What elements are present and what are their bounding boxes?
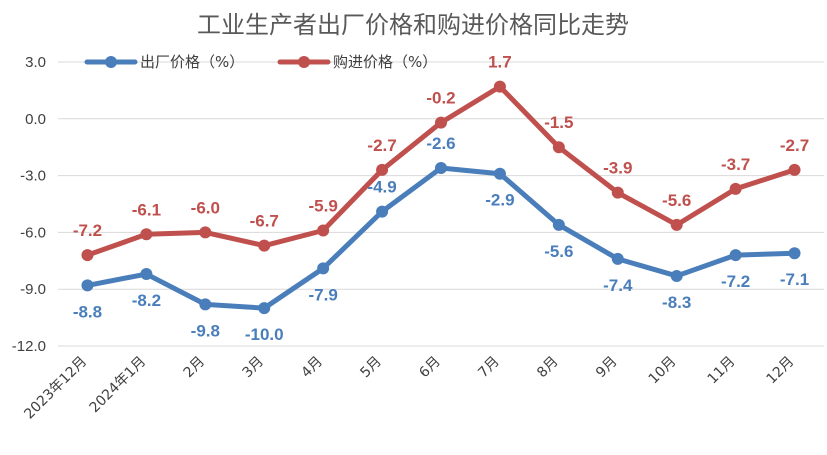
- data-point: [729, 249, 742, 262]
- data-point: [258, 302, 271, 315]
- data-label: -7.2: [721, 272, 750, 291]
- data-label: -5.6: [662, 191, 691, 210]
- legend-marker: [298, 56, 310, 68]
- y-axis-ticks: 3.0 0.0 -3.0 -6.0 -9.0 -12.0: [12, 54, 46, 355]
- data-label: -1.5: [544, 113, 573, 132]
- data-label: -2.7: [780, 136, 809, 155]
- data-label: -7.1: [780, 270, 809, 289]
- y-tick-label: 0.0: [25, 111, 46, 128]
- y-tick-label: -3.0: [20, 168, 46, 185]
- data-point: [140, 228, 153, 241]
- data-point: [81, 249, 94, 262]
- data-label: -3.7: [721, 155, 750, 174]
- x-tick-label: 2023年12月: [21, 354, 90, 423]
- data-point: [493, 167, 506, 180]
- x-tick-label: 2024年1月: [87, 354, 150, 417]
- data-label: -10.0: [245, 325, 284, 344]
- x-tick-label: 6月: [416, 354, 444, 382]
- data-label: -2.7: [367, 136, 396, 155]
- data-point: [258, 239, 271, 252]
- data-label: -5.6: [544, 242, 573, 261]
- data-point: [317, 262, 330, 275]
- data-point: [435, 162, 447, 175]
- data-label: -8.8: [73, 302, 102, 321]
- data-point: [788, 247, 801, 260]
- data-point: [493, 80, 506, 93]
- x-tick-label: 2月: [181, 354, 209, 382]
- data-label: -6.7: [250, 212, 279, 231]
- data-label: -8.3: [662, 293, 691, 312]
- x-tick-label: 4月: [298, 354, 326, 382]
- data-point: [376, 163, 389, 176]
- data-point: [729, 182, 742, 195]
- y-tick-label: -12.0: [12, 338, 46, 355]
- data-label: -8.2: [132, 291, 161, 310]
- x-tick-label: 10月: [646, 354, 680, 388]
- series-lines: [81, 80, 801, 315]
- x-tick-label: 5月: [357, 354, 385, 382]
- y-tick-label: -9.0: [20, 281, 46, 298]
- x-tick-label: 3月: [240, 354, 268, 382]
- legend-label: 出厂价格（%）: [140, 53, 244, 71]
- y-tick-label: 3.0: [25, 54, 46, 71]
- x-tick-label: 7月: [475, 354, 503, 382]
- series-line: [84, 165, 798, 311]
- x-tick-label: 9月: [593, 354, 621, 382]
- data-labels: -8.8 -8.2 -9.8 -10.0 -7.9 -4.9 -2.6 -2.9 -5.6 -7.…: [73, 53, 809, 345]
- data-point: [199, 298, 212, 311]
- data-label: -7.9: [309, 285, 338, 304]
- x-tick-label: 12月: [764, 354, 798, 388]
- chart-title: 工业生产者出厂价格和购进价格同比走势: [197, 11, 629, 39]
- data-point: [317, 224, 330, 237]
- data-point: [552, 141, 565, 154]
- data-label: -6.0: [191, 198, 220, 217]
- data-point: [81, 279, 94, 292]
- legend-label: 购进价格（%）: [333, 53, 437, 71]
- x-tick-label: 8月: [534, 354, 562, 382]
- data-label: -7.2: [73, 221, 102, 240]
- data-label: -7.4: [603, 276, 633, 295]
- data-label: -3.9: [603, 159, 632, 178]
- data-point: [788, 163, 801, 176]
- data-label: -4.9: [367, 178, 396, 197]
- data-point: [611, 186, 624, 199]
- data-label: -9.8: [191, 321, 220, 340]
- legend-marker: [105, 56, 117, 68]
- x-tick-label: 11月: [705, 354, 739, 388]
- data-label: -2.9: [485, 191, 514, 210]
- data-point: [199, 226, 212, 239]
- data-point: [552, 218, 565, 231]
- data-point: [140, 268, 153, 281]
- data-label: -6.1: [132, 200, 161, 219]
- data-label: 1.7: [488, 53, 512, 72]
- data-point: [670, 218, 683, 231]
- data-point: [435, 116, 447, 129]
- y-tick-label: -6.0: [20, 224, 46, 241]
- data-label: -5.9: [309, 197, 338, 216]
- data-point: [670, 269, 683, 282]
- legend: 出厂价格（%） 购进价格（%）: [84, 53, 437, 71]
- data-point: [376, 205, 389, 218]
- data-point: [611, 252, 624, 265]
- data-label: -0.2: [426, 89, 455, 108]
- data-label: -2.6: [426, 134, 455, 153]
